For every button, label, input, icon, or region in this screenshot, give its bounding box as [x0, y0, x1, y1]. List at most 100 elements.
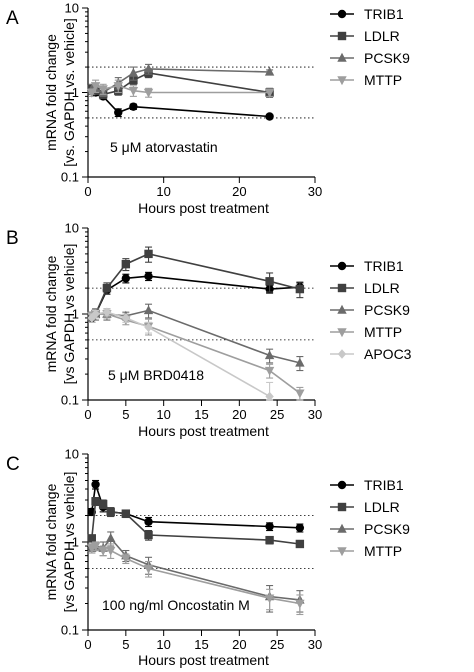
data-point	[121, 259, 131, 269]
data-point	[87, 88, 97, 98]
x-tick-label: 25	[270, 637, 284, 652]
data-point	[102, 283, 112, 293]
legend-marker	[337, 261, 347, 271]
y-tick-label: 1	[72, 85, 79, 100]
x-tick-label: 15	[194, 407, 208, 422]
treatment-annotation: 5 μM atorvastatin	[110, 139, 218, 155]
data-point	[143, 63, 154, 73]
series-pcsk9	[87, 303, 305, 372]
data-point	[128, 87, 139, 96]
legend-item-trib1: TRIB1	[330, 6, 404, 22]
data-point	[295, 357, 305, 367]
data-point	[121, 554, 131, 564]
y-tick-label: 10	[65, 1, 79, 16]
data-point	[90, 542, 101, 552]
data-point	[121, 274, 131, 283]
legend-item-mttp: MTTP	[330, 543, 402, 559]
legend-item-mttp: MTTP	[330, 324, 402, 340]
data-point	[265, 277, 274, 286]
legend-item-ldlr: LDLR	[330, 499, 400, 515]
legend-marker	[337, 480, 347, 490]
legend-label: LDLR	[364, 28, 400, 44]
data-point	[144, 322, 153, 333]
data-point	[144, 272, 153, 281]
data-point	[144, 530, 153, 540]
legend-item-ldlr: LDLR	[330, 280, 400, 296]
data-point	[106, 533, 116, 543]
x-tick-label: 10	[156, 407, 170, 422]
y-tick-label: 1	[72, 307, 79, 322]
data-point	[113, 82, 123, 92]
data-point	[87, 534, 96, 543]
data-point	[143, 305, 154, 315]
series-mttp	[87, 79, 275, 98]
data-point	[264, 366, 275, 376]
data-point	[128, 67, 139, 77]
panel-letter: B	[6, 228, 19, 249]
x-tick-label: 20	[232, 184, 246, 199]
legend-item-pcsk9: PCSK9	[330, 302, 410, 318]
series-line	[91, 537, 300, 601]
data-point	[91, 497, 100, 506]
x-tick-label: 15	[194, 637, 208, 652]
x-tick-label: 5	[122, 407, 129, 422]
legend-label: TRIB1	[364, 6, 404, 22]
legend-item-pcsk9: PCSK9	[330, 50, 410, 66]
x-tick-label: 20	[232, 407, 246, 422]
series-mttp	[87, 541, 305, 616]
data-point	[144, 517, 153, 526]
x-tick-label: 10	[156, 184, 170, 199]
x-tick-label: 20	[232, 637, 246, 652]
y-axis-label: [vs GAPDH vs vehicle]	[61, 472, 77, 613]
legend-label: LDLR	[364, 499, 400, 515]
x-axis-label: Hours post treatment	[138, 200, 269, 216]
legend-label: TRIB1	[364, 477, 404, 493]
y-tick-label: 10	[65, 447, 79, 462]
legend-marker	[337, 9, 347, 19]
data-point	[98, 499, 108, 509]
data-point	[121, 313, 131, 323]
x-tick-label: 0	[84, 407, 91, 422]
x-axis-label: Hours post treatment	[138, 423, 269, 439]
legend-marker	[337, 31, 347, 41]
legend-item-apoc3: APOC3	[330, 346, 412, 362]
legend-item-trib1: TRIB1	[330, 258, 404, 274]
data-point	[295, 539, 305, 549]
series-trib1	[87, 479, 305, 533]
y-tick-label: 1	[72, 535, 79, 550]
y-axis-label: [vs GAPDH vs vehicle]	[61, 244, 77, 385]
data-point	[106, 546, 116, 556]
data-point	[91, 480, 100, 489]
series-line	[91, 484, 300, 529]
x-tick-label: 25	[270, 407, 284, 422]
chart-panel-a: A 0.1 1 10 0 10 20 30 Hours post treatment mRNA f…	[6, 1, 410, 217]
data-point	[265, 391, 274, 402]
legend-marker	[337, 502, 347, 512]
data-point	[264, 66, 275, 76]
data-point	[265, 112, 274, 121]
y-tick-label: 0.1	[61, 170, 79, 185]
y-tick-label: 0.1	[61, 623, 79, 638]
data-point	[144, 249, 153, 259]
x-tick-label: 5	[122, 637, 129, 652]
legend-item-ldlr: LDLR	[330, 28, 400, 44]
data-point	[265, 535, 274, 545]
data-point	[90, 82, 101, 92]
legend-marker	[337, 76, 347, 86]
data-point	[143, 88, 154, 98]
x-tick-label: 30	[308, 184, 322, 199]
legend-marker	[337, 52, 347, 62]
data-point	[264, 88, 275, 98]
data-point	[129, 102, 138, 111]
series-apoc3	[87, 307, 274, 402]
x-axis-label: Hours post treatment	[138, 652, 269, 668]
data-point	[114, 108, 123, 117]
y-axis-label: mRNA fold change	[43, 34, 59, 151]
panel-letter: C	[6, 454, 20, 475]
data-point	[264, 350, 275, 360]
data-point	[143, 564, 154, 574]
y-axis-label: [vs. GAPDH vs. vehicle]	[61, 18, 77, 167]
legend-marker	[337, 349, 347, 359]
legend-marker	[337, 523, 347, 533]
